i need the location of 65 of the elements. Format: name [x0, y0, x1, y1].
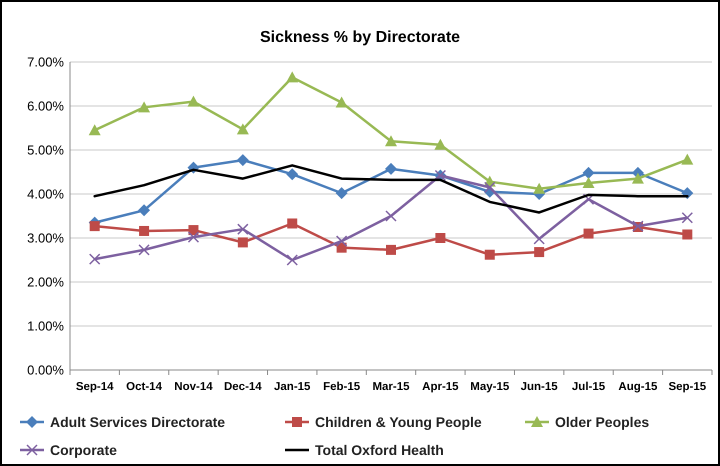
- y-tick-label: 6.00%: [27, 98, 64, 114]
- x-tick-label: Mar-15: [372, 381, 410, 393]
- point: [385, 162, 397, 175]
- legend-label: Children & Young People: [315, 414, 482, 430]
- point: [435, 233, 446, 243]
- point: [386, 244, 396, 255]
- point: [286, 168, 298, 180]
- point: [484, 182, 496, 194]
- y-tick-label: 4.00%: [27, 186, 64, 202]
- point: [236, 154, 249, 166]
- point: [484, 250, 495, 260]
- x-tick-label: May-15: [470, 381, 510, 393]
- point: [533, 233, 545, 245]
- point: [682, 212, 694, 224]
- point: [286, 71, 298, 82]
- y-tick-label: 7.00%: [27, 54, 64, 70]
- legend-label: Corporate: [50, 442, 118, 458]
- legend-label: Total Oxford Health: [315, 442, 444, 458]
- point: [236, 123, 249, 134]
- point: [385, 135, 397, 146]
- point: [88, 253, 100, 265]
- point: [336, 235, 348, 247]
- y-tick-label: 2.00%: [27, 274, 64, 290]
- point: [88, 124, 101, 136]
- point: [336, 187, 348, 200]
- x-tick-label: Jan-15: [274, 381, 312, 393]
- x-tick-label: Sep-14: [76, 381, 114, 393]
- point: [286, 254, 298, 266]
- point: [681, 154, 694, 165]
- point: [138, 244, 150, 256]
- x-tick-label: Sep-15: [668, 381, 707, 393]
- point: [188, 231, 200, 243]
- chart-title: Sickness % by Directorate: [260, 29, 460, 46]
- point: [582, 177, 595, 188]
- point: [138, 204, 150, 216]
- y-tick-label: 3.00%: [27, 230, 64, 246]
- x-tick-label: Jul-15: [572, 381, 606, 393]
- point: [533, 182, 546, 194]
- point: [287, 218, 298, 228]
- point: [584, 228, 594, 239]
- point: [582, 166, 595, 179]
- point: [582, 194, 594, 206]
- x-tick-label: Oct-14: [126, 381, 163, 393]
- x-tick-label: Nov-14: [174, 381, 214, 393]
- x-tick-label: Apr-15: [422, 381, 460, 393]
- point: [139, 226, 150, 236]
- x-tick-label: Aug-15: [618, 381, 658, 393]
- point: [238, 237, 248, 248]
- legend-label: Adult Services Directorate: [50, 414, 226, 430]
- point: [138, 101, 150, 112]
- y-tick-label: 5.00%: [27, 142, 64, 158]
- y-tick-label: 1.00%: [27, 318, 64, 334]
- legend-label: Older Peoples: [555, 414, 650, 430]
- point: [534, 247, 544, 258]
- point: [682, 229, 692, 240]
- x-tick-label: Feb-15: [323, 381, 361, 393]
- point: [385, 210, 397, 222]
- point: [237, 223, 249, 235]
- x-tick-label: Dec-14: [224, 381, 262, 393]
- point: [434, 138, 446, 150]
- x-tick-label: Jun-15: [520, 381, 558, 393]
- point: [90, 221, 100, 232]
- point: [632, 172, 644, 184]
- y-tick-label: 0.00%: [27, 362, 64, 378]
- point: [187, 96, 200, 107]
